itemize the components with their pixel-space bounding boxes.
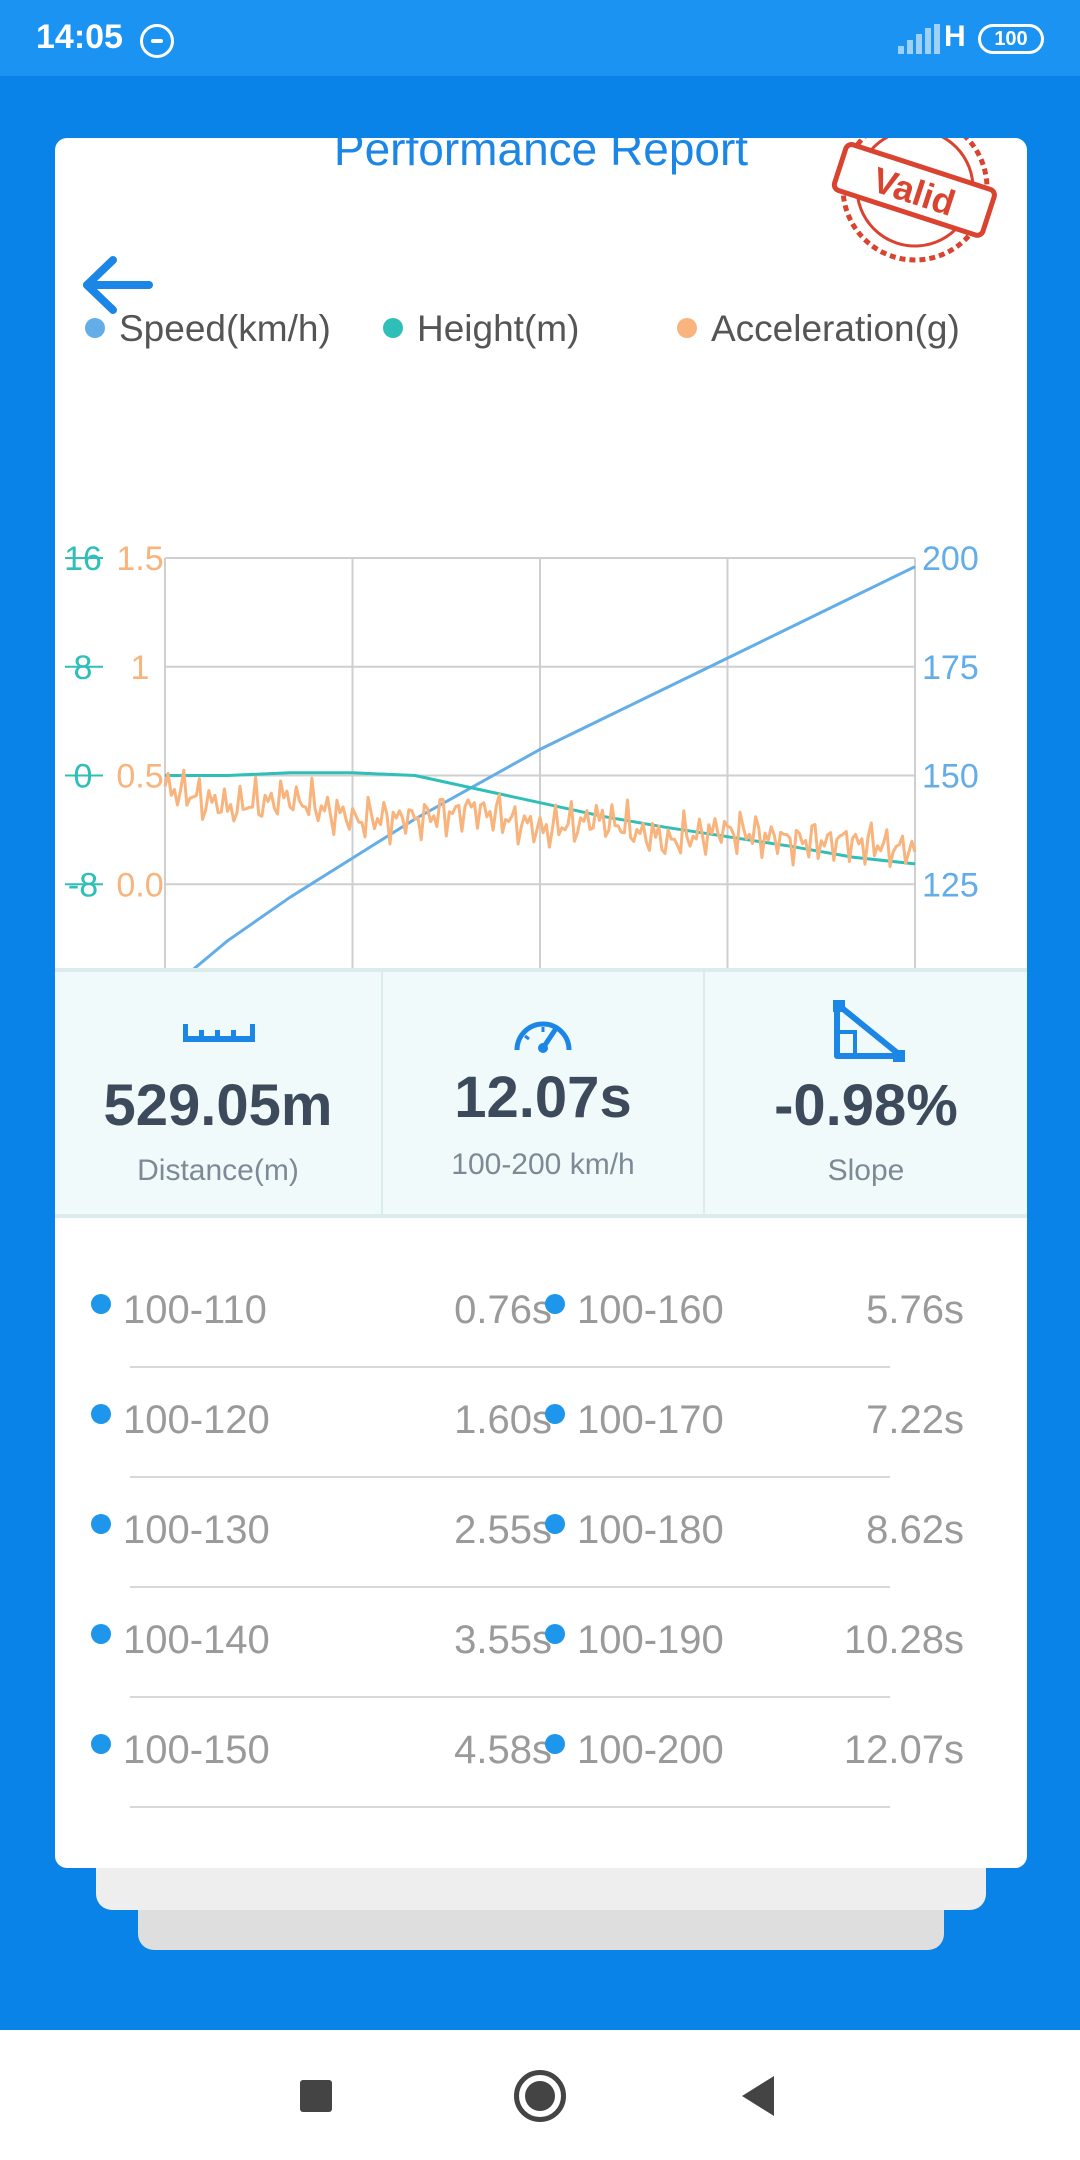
bullet-icon [545,1734,565,1754]
bullet-icon [545,1294,565,1314]
split-label: 100-150 [123,1728,270,1772]
split-value: 8.62s [866,1508,964,1552]
status-bar: 14:05 H 100 [0,0,1080,76]
split-label: 100-180 [577,1508,724,1552]
split-divider [130,1586,890,1588]
stat-value-slope: -0.98% [774,1073,958,1138]
split-value: 7.22s [866,1398,964,1442]
split-label: 100-190 [577,1618,724,1662]
split-label: 100-160 [577,1288,724,1332]
split-row: 100-130 2.55s 100-180 8.62s [55,1478,1027,1588]
speedometer-icon [514,1021,572,1053]
report-card: Performance Report Valid Speed(km/h) Hei… [55,138,1027,1868]
legend-height: Height(m) [383,308,579,350]
stat-label-distance: Distance(m) [137,1154,299,1187]
split-row: 100-140 3.55s 100-190 10.28s [55,1588,1027,1698]
stat-value-time: 12.07s [454,1065,632,1130]
legend-dot-height [383,318,403,339]
bullet-icon [545,1514,565,1534]
y-tick-speed: 150 [922,758,979,796]
y-tick-acceleration: 1 [131,649,150,687]
split-row: 100-110 0.76s 100-160 5.76s [55,1258,1027,1368]
recent-apps-button[interactable] [300,2080,332,2112]
legend-acceleration: Acceleration(g) [677,308,960,350]
bullet-icon [91,1294,111,1314]
stat-time: 12.07s 100-200 km/h [383,972,703,1214]
split-divider [130,1806,890,1808]
status-time: 14:05 [36,18,123,56]
y-tick-acceleration: 1.5 [116,540,163,578]
split-divider [130,1366,890,1368]
stat-divider [703,972,705,1214]
split-value: 0.76s [454,1288,552,1332]
split-label: 100-110 [123,1288,267,1332]
bullet-icon [91,1404,111,1424]
legend-dot-acceleration [677,318,697,339]
split-label: 100-200 [577,1728,724,1772]
stat-label-time: 100-200 km/h [451,1148,635,1181]
bullet-icon [545,1404,565,1424]
y-tick-acceleration: 0.5 [116,758,163,796]
y-tick-speed: 175 [922,649,979,687]
y-tick-acceleration: 0.0 [116,866,163,904]
split-value: 10.28s [843,1618,964,1662]
y-tick-speed: 125 [922,866,979,904]
stat-label-slope: Slope [827,1154,905,1187]
split-label: 100-130 [123,1508,270,1552]
split-row: 100-120 1.60s 100-170 7.22s [55,1368,1027,1478]
ruler-icon [183,1024,255,1042]
stat-divider [381,972,383,1214]
legend-dot-speed [85,318,105,339]
home-button[interactable] [514,2070,566,2122]
valid-stamp-icon: Valid [831,138,997,263]
network-type: H [944,20,966,53]
back-arrow-icon[interactable] [77,250,157,320]
stat-distance: 529.05m Distance(m) [55,972,381,1214]
split-value: 2.55s [454,1508,552,1552]
notification-app-icon [140,24,174,58]
series-line-speed [164,565,916,995]
stats-panel: 529.05m Distance(m) 12.07s 100-200 km/h [55,968,1027,1218]
split-divider [130,1476,890,1478]
legend-speed: Speed(km/h) [85,308,331,350]
bullet-icon [91,1514,111,1534]
split-row: 100-150 4.58s 100-200 12.07s [55,1698,1027,1808]
navigation-bar [0,2030,1080,2160]
y-tick-speed: 200 [922,540,979,578]
split-value: 1.60s [454,1398,552,1442]
split-value: 3.55s [454,1618,552,1662]
split-value: 5.76s [866,1288,964,1332]
slope-icon [833,1000,905,1062]
split-value: 12.07s [843,1728,964,1772]
bullet-icon [91,1734,111,1754]
split-divider [130,1696,890,1698]
split-label: 100-170 [577,1398,724,1442]
signal-icon [898,24,940,54]
stat-slope: -0.98% Slope [705,972,1027,1214]
page-title: Performance Report [333,138,749,175]
battery-icon: 100 [978,24,1044,54]
split-value: 4.58s [454,1728,552,1772]
split-label: 100-140 [123,1618,270,1662]
bullet-icon [545,1624,565,1644]
stat-value-distance: 529.05m [103,1073,333,1138]
split-label: 100-120 [123,1398,270,1442]
back-button[interactable] [742,2076,774,2116]
series-line-acceleration [163,768,917,868]
bullet-icon [91,1624,111,1644]
